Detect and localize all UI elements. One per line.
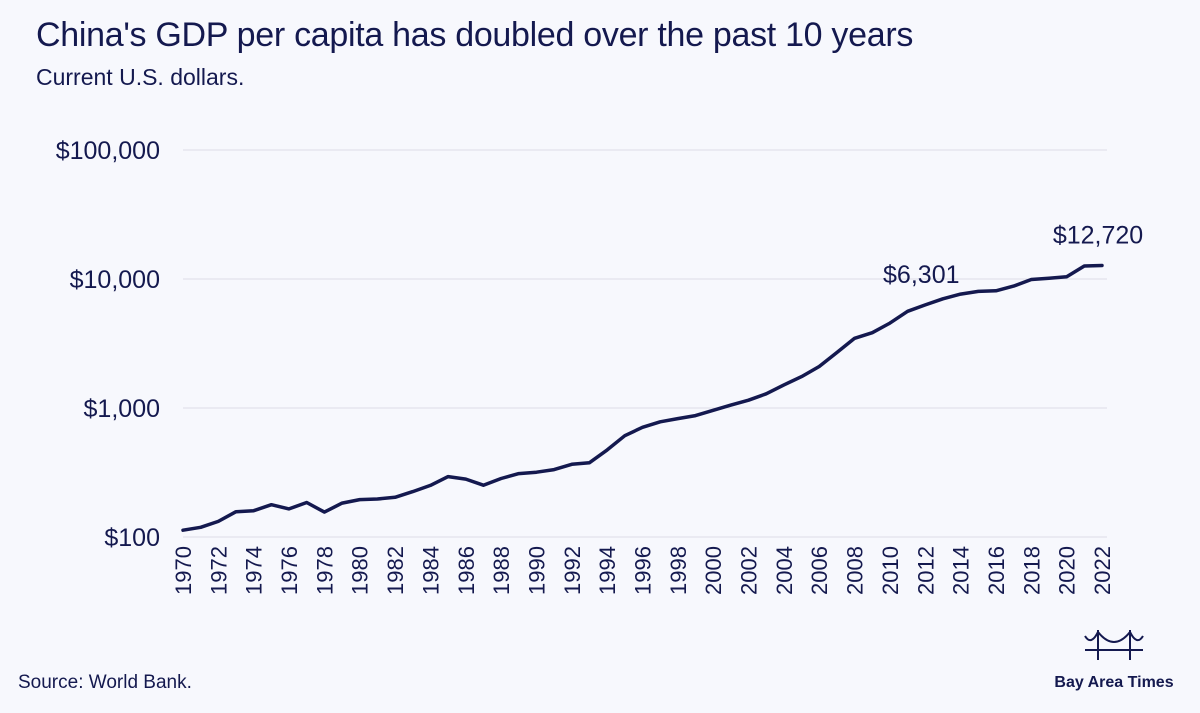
x-tick-label: 1984	[418, 546, 443, 595]
y-tick-label: $10,000	[70, 266, 160, 294]
x-tick-label: 1996	[631, 546, 656, 595]
y-tick-label: $100,000	[56, 137, 160, 165]
data-label: $6,301	[883, 261, 959, 289]
x-tick-label: 1992	[560, 546, 585, 595]
x-tick-label: 2022	[1090, 546, 1115, 595]
source-note: Source: World Bank.	[18, 672, 192, 693]
chart-subtitle: Current U.S. dollars.	[36, 64, 245, 90]
x-tick-label: 2000	[701, 546, 726, 595]
y-tick-label: $100	[104, 524, 160, 552]
chart-title: China's GDP per capita has doubled over …	[36, 16, 914, 54]
x-tick-label: 2016	[984, 546, 1009, 595]
brand-name: Bay Area Times	[1054, 674, 1174, 691]
gdp-series-line	[181, 263, 1104, 532]
x-tick-label: 2018	[1019, 546, 1044, 595]
x-tick-label: 2012	[913, 546, 938, 595]
x-tick-label: 1978	[312, 546, 337, 595]
x-tick-label: 1990	[524, 546, 549, 595]
x-tick-label: 2004	[772, 546, 797, 595]
x-tick-label: 2006	[807, 546, 832, 595]
x-tick-label: 1994	[595, 546, 620, 595]
brand-logo: Bay Area Times	[1054, 628, 1174, 704]
x-tick-label: 1970	[171, 546, 196, 595]
bridge-icon	[1084, 630, 1144, 660]
x-tick-label: 1980	[348, 546, 373, 595]
x-tick-label: 2010	[878, 546, 903, 595]
x-tick-label: 1974	[242, 546, 267, 595]
x-tick-label: 1986	[454, 546, 479, 595]
x-tick-label: 1976	[277, 546, 302, 595]
x-tick-label: 1988	[489, 546, 514, 595]
x-tick-label: 2008	[843, 546, 868, 595]
x-tick-label: 2020	[1055, 546, 1080, 595]
x-tick-label: 2014	[949, 546, 974, 595]
x-tick-label: 1998	[666, 546, 691, 595]
data-label: $12,720	[1053, 222, 1143, 250]
x-tick-label: 2002	[737, 546, 762, 595]
y-tick-label: $1,000	[84, 395, 160, 423]
x-tick-label: 1982	[383, 546, 408, 595]
x-tick-label: 1972	[206, 546, 231, 595]
